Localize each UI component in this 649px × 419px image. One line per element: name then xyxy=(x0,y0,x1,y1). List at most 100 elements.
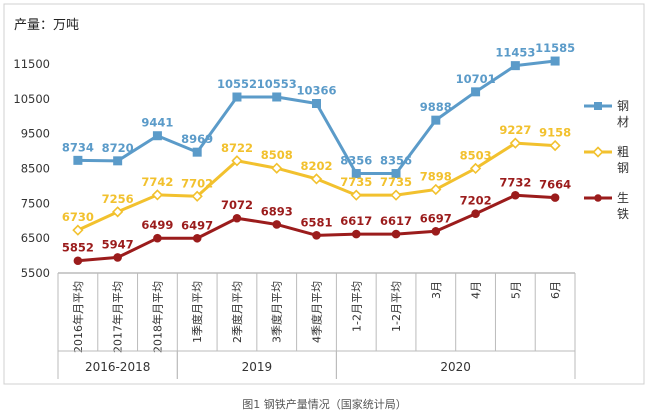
data-label: 8356 xyxy=(340,154,372,168)
group-label: 2020 xyxy=(440,360,471,374)
data-label: 7732 xyxy=(499,175,531,189)
y-axis: 11500 10500 9500 8500 7500 6500 5500 xyxy=(13,57,50,280)
x-tick-label: 2季度月平均 xyxy=(230,281,244,343)
data-label: 6581 xyxy=(300,215,332,229)
data-point xyxy=(510,61,520,71)
x-tick-label: 1季度月平均 xyxy=(190,281,204,343)
x-tick-label: 2017年月平均 xyxy=(111,281,125,353)
data-point xyxy=(391,169,401,179)
data-label: 9441 xyxy=(141,116,173,130)
data-label: 11453 xyxy=(495,46,535,60)
data-label: 8722 xyxy=(221,141,253,155)
data-point xyxy=(312,231,321,240)
data-point xyxy=(73,155,83,165)
data-label: 8503 xyxy=(460,148,492,162)
data-label: 5947 xyxy=(102,237,134,251)
data-point xyxy=(312,99,321,109)
y-tick-label: 6500 xyxy=(21,231,50,245)
data-label: 6617 xyxy=(340,214,372,228)
data-point xyxy=(431,227,441,236)
data-label: 10701 xyxy=(456,72,496,86)
y-tick-label: 10500 xyxy=(13,92,50,106)
data-label: 7702 xyxy=(181,176,213,190)
x-tick-label: 2018年月平均 xyxy=(150,281,164,353)
data-point xyxy=(471,87,481,97)
x-tick-label: 1-2月平均 xyxy=(390,281,403,332)
data-point xyxy=(232,92,242,102)
data-point xyxy=(113,156,123,166)
data-point xyxy=(310,173,323,185)
data-point xyxy=(153,233,162,243)
data-point xyxy=(231,155,243,167)
data-point xyxy=(191,190,203,202)
x-tick-label: 3季度月平均 xyxy=(270,281,284,343)
data-label: 6497 xyxy=(181,218,213,232)
group-label: 2019 xyxy=(242,360,273,374)
data-point xyxy=(192,233,202,243)
data-label: 7735 xyxy=(380,175,412,189)
legend-swatch-marker xyxy=(594,102,602,110)
y-tick-label: 9500 xyxy=(21,127,50,141)
data-label: 7072 xyxy=(221,198,253,212)
x-tick-label: 6月 xyxy=(549,281,562,299)
data-point xyxy=(73,256,83,266)
data-point xyxy=(351,229,361,239)
data-label: 8969 xyxy=(181,132,213,146)
data-point xyxy=(391,229,401,239)
legend-label: 钢 xyxy=(617,99,629,113)
legend-label: 铁 xyxy=(617,207,629,221)
legend-swatch-marker xyxy=(594,194,602,202)
data-label: 6730 xyxy=(62,210,94,224)
data-point xyxy=(152,131,162,141)
y-tick-label: 8500 xyxy=(21,162,50,176)
x-tick-label: 2016年月平均 xyxy=(71,281,85,353)
unit-label: 产量：万吨 xyxy=(14,18,79,33)
data-point xyxy=(350,189,362,201)
data-point xyxy=(192,147,202,157)
data-label: 8734 xyxy=(62,140,94,154)
legend-swatch-marker xyxy=(592,146,604,158)
x-tick-label: 1-2月平均 xyxy=(350,281,363,332)
figure-caption: 图1 钢铁产量情况（国家统计局） xyxy=(242,398,407,411)
data-label: 8508 xyxy=(261,148,293,162)
y-tick-label: 11500 xyxy=(13,57,50,71)
x-tick-label: 5月 xyxy=(509,281,522,299)
data-point xyxy=(509,137,521,149)
data-point xyxy=(113,253,122,262)
legend-label: 钢 xyxy=(617,161,629,175)
data-point xyxy=(351,169,361,179)
data-label: 8202 xyxy=(300,159,332,173)
data-label: 5852 xyxy=(62,241,94,255)
data-point xyxy=(550,193,560,202)
legend-label: 粗 xyxy=(617,145,629,159)
y-tick-label: 5500 xyxy=(21,266,50,280)
data-label: 9888 xyxy=(420,100,452,114)
data-point xyxy=(272,92,282,102)
data-label: 7742 xyxy=(141,175,173,189)
data-point xyxy=(232,213,242,223)
data-label: 7735 xyxy=(340,175,372,189)
y-tick-label: 7500 xyxy=(21,196,50,210)
data-label: 7664 xyxy=(539,178,571,192)
data-point xyxy=(431,115,441,125)
data-label: 7202 xyxy=(460,194,492,208)
data-point xyxy=(550,56,560,66)
data-label: 9158 xyxy=(539,126,571,140)
data-label: 10366 xyxy=(296,84,336,98)
data-label: 10553 xyxy=(257,77,297,91)
data-label: 9227 xyxy=(499,123,531,137)
x-axis: 2016年月平均 2017年月平均 2018年月平均 1季度月平均 2季度月平均 3季度月… xyxy=(57,272,576,379)
data-point xyxy=(469,162,482,175)
data-point xyxy=(471,209,480,219)
data-point xyxy=(430,183,442,196)
data-point xyxy=(72,224,84,236)
data-point xyxy=(511,190,520,200)
data-label: 7898 xyxy=(420,169,452,183)
data-label: 10552 xyxy=(217,77,257,91)
data-label: 11585 xyxy=(535,41,575,55)
x-tick-label: 4月 xyxy=(470,281,483,299)
data-label: 6697 xyxy=(420,211,452,225)
data-label: 8356 xyxy=(380,154,412,168)
